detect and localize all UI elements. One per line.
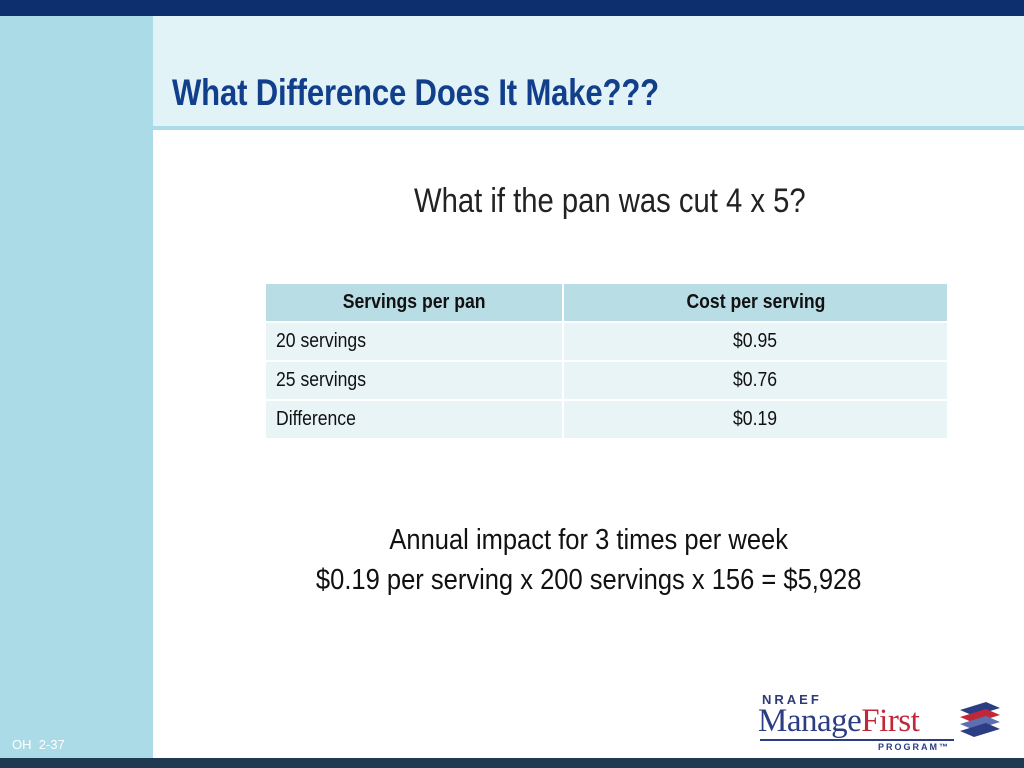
slide-reference: OH 2-37 <box>12 737 65 752</box>
logo-org-text: NRAEF <box>762 692 822 707</box>
logo-program-text: PROGRAM™ <box>878 742 950 752</box>
top-bar <box>0 0 1024 16</box>
logo-wordmark-part2: First <box>861 703 920 739</box>
cost-cell: $0.19 <box>562 399 949 440</box>
cost-cell: $0.95 <box>562 321 949 362</box>
cost-cell: $0.76 <box>562 360 949 401</box>
table-row: Difference $0.19 <box>264 399 949 440</box>
annual-impact-calculation: $0.19 per serving x 200 servings x 156 =… <box>315 564 862 596</box>
managefirst-logo: NRAEF ManageFirst PROGRAM™ <box>756 690 1002 752</box>
table-row: 20 servings $0.95 <box>264 321 949 362</box>
table-row: 25 servings $0.76 <box>264 360 949 401</box>
bottom-bar <box>0 758 1024 768</box>
logo-wordmark-part1: Manage <box>758 703 862 739</box>
annual-impact-heading: Annual impact for 3 times per week <box>389 524 788 556</box>
logo-rule <box>760 739 954 741</box>
title-band <box>153 16 1024 126</box>
table-header-row: Servings per pan Cost per serving <box>264 282 949 323</box>
left-side-panel <box>0 16 153 758</box>
annual-impact-block: Annual impact for 3 times per week $0.19… <box>153 520 1024 600</box>
servings-cell: 20 servings <box>264 321 564 362</box>
stacked-books-logo-icon <box>960 702 1000 737</box>
title-divider <box>0 126 1024 130</box>
slide-subtitle: What if the pan was cut 4 x 5? <box>413 182 806 220</box>
slide-title: What Difference Does It Make??? <box>172 72 659 113</box>
servings-cell: 25 servings <box>264 360 564 401</box>
cost-comparison-table: Servings per pan Cost per serving 20 ser… <box>264 282 949 440</box>
column-header-cost: Cost per serving <box>562 282 949 323</box>
servings-cell: Difference <box>264 399 564 440</box>
column-header-servings: Servings per pan <box>264 282 564 323</box>
logo-wordmark: ManageFirst <box>758 703 920 740</box>
